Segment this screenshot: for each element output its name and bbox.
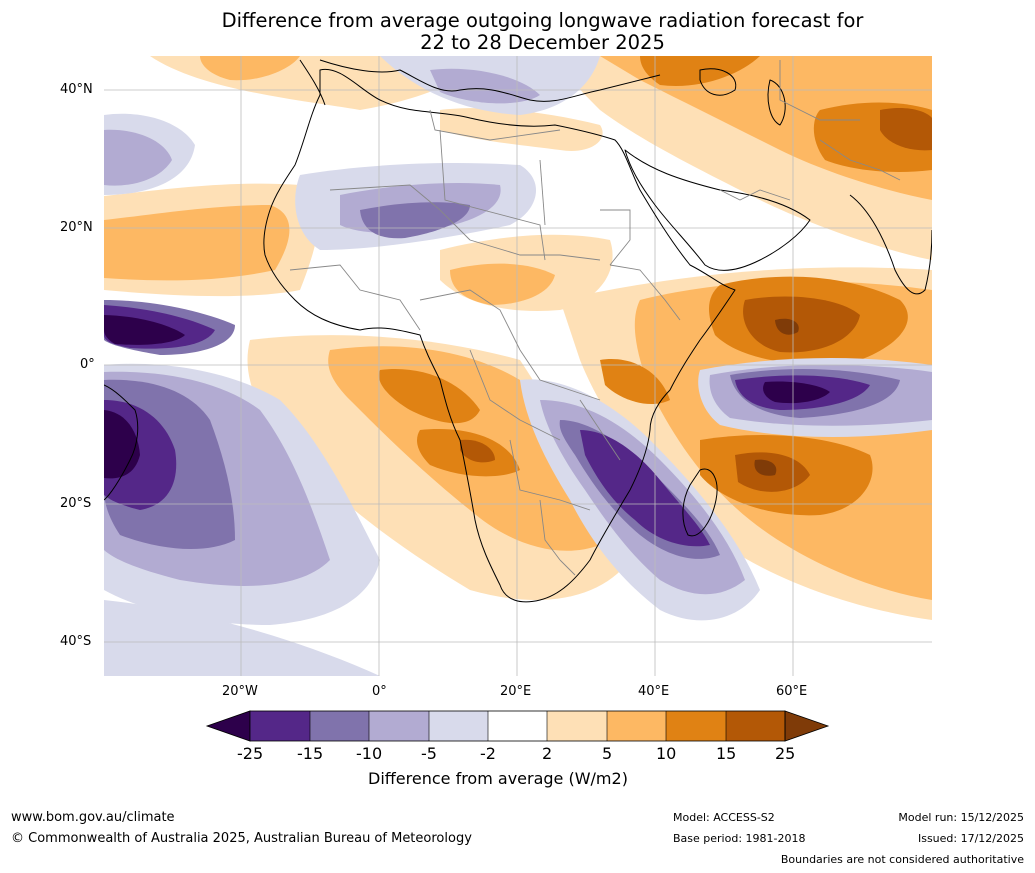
colorbar-tick: 15 (716, 744, 737, 763)
lat-label: 20°S (60, 496, 92, 511)
footer-model: Model: ACCESS-S2 (673, 811, 775, 824)
colorbar-bin (429, 711, 488, 741)
lon-label: 60°E (776, 684, 808, 699)
lon-label: 40°E (638, 684, 670, 699)
colorbar-bin (726, 711, 785, 741)
colorbar-bin (369, 711, 429, 741)
lon-label: 20°E (500, 684, 532, 699)
colorbar-tick: 25 (775, 744, 796, 763)
colorbar-tick: -25 (237, 744, 264, 763)
footer-model-run: Model run: 15/12/2025 (898, 811, 1024, 824)
colorbar-tick: 10 (656, 744, 677, 763)
colorbar-label: Difference from average (W/m2) (368, 769, 628, 788)
lat-label: 20°N (60, 220, 93, 235)
colorbar-bin (310, 711, 369, 741)
footer-disclaimer: Boundaries are not considered authoritat… (780, 853, 1024, 866)
colorbar-tick: -5 (421, 744, 437, 763)
colorbar-bin (250, 711, 310, 741)
colorbar-tick: -15 (297, 744, 324, 763)
title-line-1: Difference from average outgoing longwav… (221, 9, 864, 32)
lon-label: 0° (372, 684, 387, 699)
lat-label: 40°S (60, 634, 92, 649)
colorbar-bin (547, 711, 607, 741)
colorbar-under-triangle (205, 710, 251, 742)
map-plot-area (104, 56, 932, 676)
colorbar-tick: 5 (602, 744, 613, 763)
footer-website[interactable]: www.bom.gov.au/climate (11, 810, 175, 825)
colorbar-bin (607, 711, 666, 741)
colorbar (205, 710, 830, 742)
footer-issued: Issued: 17/12/2025 (917, 832, 1024, 845)
gridlines (104, 56, 932, 676)
colorbar-tick: -10 (356, 744, 383, 763)
anomaly-extreme-purple (104, 315, 830, 479)
colorbar-over-triangle (784, 710, 830, 742)
colorbar-tick: -2 (480, 744, 496, 763)
lat-label: 0° (80, 357, 95, 372)
colorbar-tick: 2 (542, 744, 553, 763)
footer-copyright: © Commonwealth of Australia 2025, Austra… (11, 831, 472, 846)
lon-label: 20°W (222, 684, 258, 699)
colorbar-frame (249, 710, 786, 742)
colorbar-bin (666, 711, 726, 741)
chart-title: Difference from average outgoing longwav… (0, 10, 1035, 54)
colorbar-bin (488, 711, 547, 741)
footer-base-period: Base period: 1981-2018 (673, 832, 806, 845)
country-borders (289, 60, 901, 576)
lat-label: 40°N (60, 82, 93, 97)
coastlines (104, 59, 932, 603)
title-line-2: 22 to 28 December 2025 (420, 31, 665, 54)
